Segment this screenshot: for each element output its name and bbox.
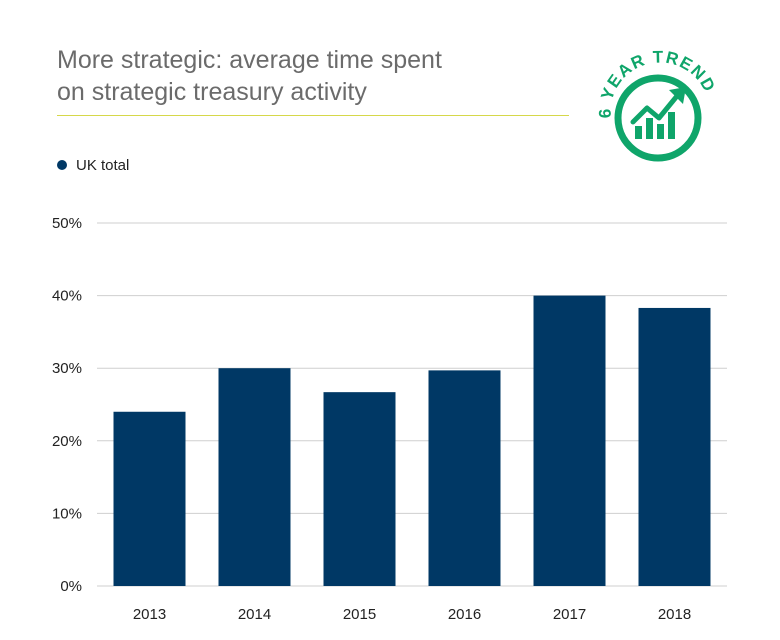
legend-label: UK total bbox=[76, 156, 130, 174]
trend-up-bars-icon bbox=[630, 87, 686, 139]
y-tick-label: 20% bbox=[52, 433, 82, 450]
y-tick-label: 30% bbox=[52, 360, 82, 377]
x-tick-label: 2015 bbox=[343, 606, 376, 623]
x-tick-label: 2014 bbox=[238, 606, 271, 623]
bar-2018 bbox=[638, 307, 711, 586]
bar-2017 bbox=[533, 295, 606, 586]
y-tick-label: 10% bbox=[52, 505, 82, 522]
y-tick-label: 0% bbox=[60, 578, 82, 595]
bar-2013 bbox=[113, 411, 186, 586]
y-tick-label: 50% bbox=[52, 215, 82, 232]
legend-marker bbox=[57, 160, 67, 170]
chart-title-line-2: on strategic treasury activity bbox=[57, 78, 367, 106]
x-tick-label: 2017 bbox=[553, 606, 586, 623]
x-tick-label: 2018 bbox=[658, 606, 691, 623]
title-underline bbox=[57, 115, 569, 116]
y-tick-label: 40% bbox=[52, 288, 82, 305]
six-year-trend-badge: 6 YEAR TREND bbox=[596, 48, 718, 162]
legend: UK total bbox=[57, 155, 129, 175]
bar-2016 bbox=[428, 370, 501, 586]
badge-ring bbox=[614, 74, 702, 162]
x-tick-label: 2013 bbox=[133, 606, 166, 623]
bar-2014 bbox=[218, 368, 291, 586]
bar-2015 bbox=[323, 392, 396, 586]
chart-title: More strategic: average time spent on st… bbox=[57, 44, 577, 108]
x-tick-label: 2016 bbox=[448, 606, 481, 623]
chart-title-line-1: More strategic: average time spent bbox=[57, 46, 442, 74]
